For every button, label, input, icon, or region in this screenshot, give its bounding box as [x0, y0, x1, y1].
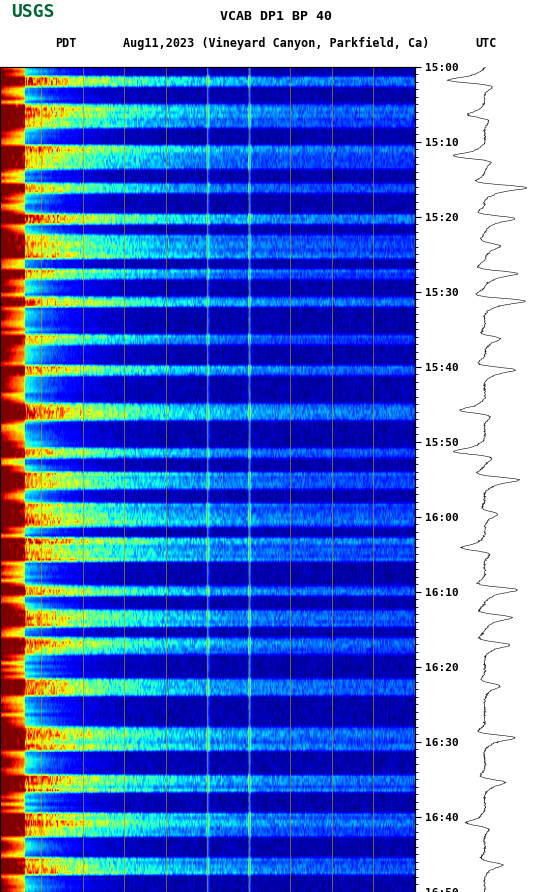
Text: PDT: PDT [55, 37, 77, 50]
Text: Aug11,2023 (Vineyard Canyon, Parkfield, Ca): Aug11,2023 (Vineyard Canyon, Parkfield, … [123, 37, 429, 50]
Text: UTC: UTC [475, 37, 497, 50]
Text: VCAB DP1 BP 40: VCAB DP1 BP 40 [220, 10, 332, 23]
Text: USGS: USGS [11, 4, 55, 21]
